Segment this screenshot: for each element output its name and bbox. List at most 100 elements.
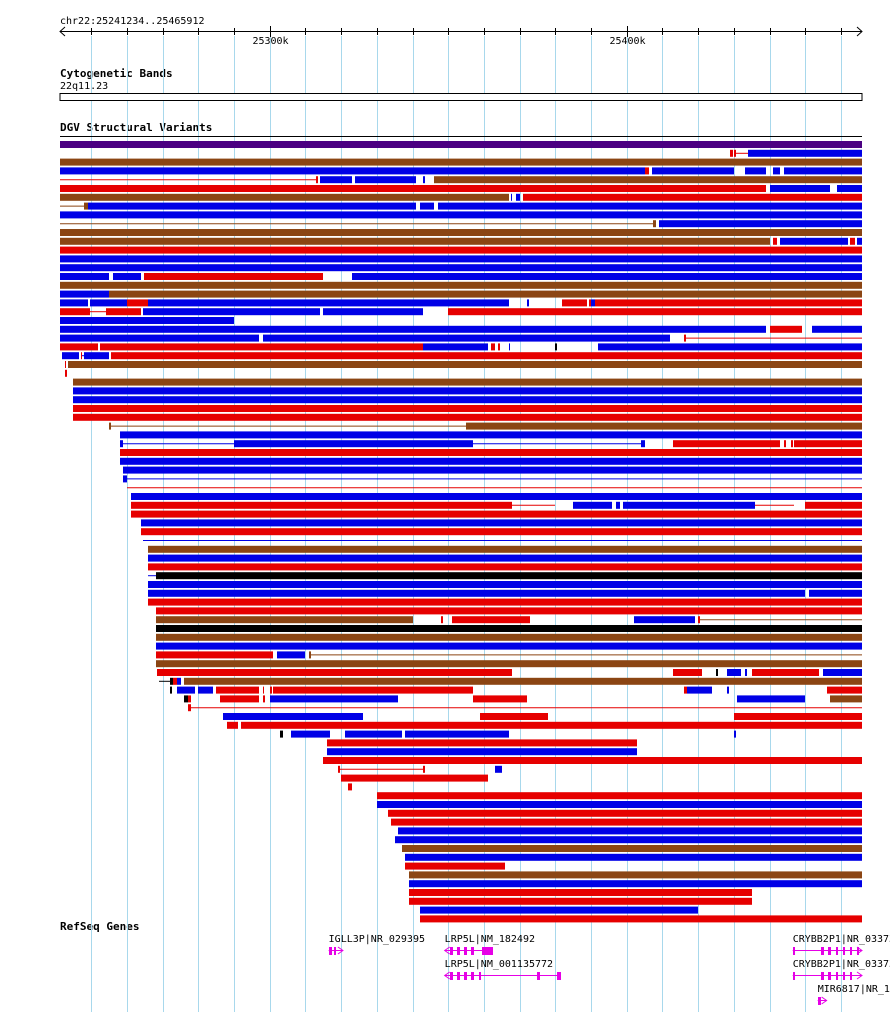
- sv-block: [737, 695, 805, 703]
- gene-exon: [843, 972, 845, 980]
- gene-strand-arrow: [856, 946, 863, 955]
- sv-block: [156, 572, 862, 580]
- gene-exon: [482, 947, 493, 955]
- sv-block: [144, 273, 323, 280]
- sv-block: [812, 325, 862, 333]
- sv-block: [420, 915, 862, 923]
- gene-exon: [843, 947, 845, 955]
- sv-block: [170, 686, 172, 694]
- sv-block: [104, 343, 423, 351]
- sv-block: [659, 220, 862, 228]
- sv-block: [452, 616, 459, 624]
- sv-block: [784, 440, 786, 448]
- gene-exon: [557, 972, 561, 980]
- sv-block: [148, 554, 862, 562]
- gene-strand-arrow: [443, 946, 450, 955]
- sv-block: [216, 686, 259, 694]
- sv-block: [730, 149, 733, 157]
- sv-block: [687, 686, 712, 694]
- sv-block: [156, 616, 413, 624]
- gene-exon: [793, 972, 795, 980]
- gene-exon: [457, 972, 460, 980]
- sv-block: [748, 149, 862, 157]
- gene-exon: [850, 947, 852, 955]
- sv-block: [60, 281, 862, 289]
- sv-block: [434, 176, 862, 184]
- gene-exon: [329, 947, 332, 955]
- sv-block: [60, 158, 862, 166]
- sv-block: [73, 396, 862, 404]
- sv-block: [184, 677, 862, 685]
- sv-block: [727, 686, 729, 694]
- sv-block: [148, 545, 862, 553]
- sv-block: [441, 616, 443, 624]
- sv-block: [423, 765, 425, 773]
- sv-block: [184, 695, 188, 703]
- sv-block: [634, 616, 695, 624]
- sv-block: [527, 299, 529, 307]
- sv-block: [352, 273, 862, 280]
- sv-block: [420, 202, 434, 210]
- sv-block: [409, 871, 862, 879]
- sv-block: [388, 809, 862, 817]
- refseq-track-title: RefSeq Genes: [60, 920, 140, 933]
- sv-block: [263, 334, 270, 342]
- gene-strand-arrow: [337, 946, 344, 955]
- sv-block: [188, 695, 191, 703]
- cytoband-bar: [59, 93, 863, 101]
- sv-block: [60, 290, 109, 298]
- gene-label: LRP5L|NM_182492: [445, 934, 535, 945]
- sv-block: [60, 343, 98, 351]
- sv-block: [227, 721, 234, 729]
- sv-block: [684, 686, 687, 694]
- sv-block: [616, 501, 620, 509]
- gene-exon: [828, 972, 831, 980]
- sv-block: [323, 757, 862, 764]
- sv-block: [673, 440, 780, 448]
- sv-block: [716, 669, 718, 676]
- sv-block: [323, 308, 423, 316]
- sv-block: [773, 237, 777, 245]
- gene-exon: [836, 947, 838, 955]
- sv-block: [273, 686, 473, 694]
- sv-block: [177, 686, 195, 694]
- sv-block: [60, 141, 862, 148]
- sv-block: [823, 669, 862, 676]
- sv-block: [511, 193, 512, 201]
- sv-block: [805, 501, 862, 509]
- sv-block: [395, 836, 862, 844]
- sv-block: [73, 413, 862, 421]
- sv-block: [377, 801, 862, 808]
- ruler-left-arrow: [59, 26, 66, 37]
- sv-block: [120, 440, 123, 448]
- gene-exon: [793, 947, 795, 955]
- sv-block: [60, 211, 862, 219]
- sv-block: [68, 361, 862, 368]
- sv-block: [355, 176, 416, 184]
- sv-block: [62, 352, 79, 360]
- sv-block: [770, 325, 802, 333]
- sv-block: [573, 501, 612, 509]
- sv-block: [338, 765, 340, 773]
- gene-label: CRYBB2P1|NR_033733: [793, 934, 890, 945]
- sv-block: [784, 167, 862, 175]
- sv-block: [73, 378, 862, 386]
- cytoband-track-title: Cytogenetic Bands: [60, 67, 173, 80]
- sv-block: [156, 625, 862, 632]
- sv-block: [60, 229, 862, 236]
- sv-block: [148, 598, 862, 606]
- gene-strand-arrow: [856, 971, 863, 980]
- sv-block: [408, 730, 509, 738]
- dgv-track-title: DGV Structural Variants: [60, 121, 213, 134]
- sv-block: [562, 299, 587, 307]
- sv-block: [589, 299, 591, 307]
- gene-strand-arrow: [821, 996, 828, 1005]
- sv-block: [423, 906, 698, 914]
- sv-block: [791, 440, 793, 448]
- sv-block: [148, 299, 150, 307]
- sv-block: [150, 299, 509, 307]
- ruler-right-arrow: [856, 26, 863, 37]
- sv-block: [345, 730, 402, 738]
- sv-block: [348, 783, 352, 791]
